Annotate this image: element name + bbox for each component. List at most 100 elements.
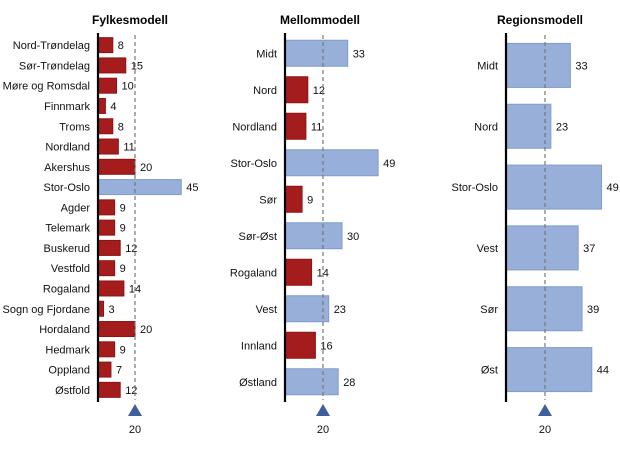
value-label: 16 <box>320 340 332 352</box>
category-label: Buskerud <box>44 243 90 255</box>
category-label: Agder <box>61 202 91 214</box>
category-label: Sør <box>259 194 277 206</box>
panel-title: Regionsmodell <box>497 13 583 27</box>
bar <box>97 138 119 155</box>
category-label: Vestfold <box>51 263 90 275</box>
category-label: Nord <box>474 121 498 133</box>
value-label: 9 <box>120 223 126 235</box>
bar <box>505 347 593 393</box>
category-label: Stor-Oslo <box>231 158 277 170</box>
value-label: 9 <box>120 202 126 214</box>
bar <box>284 39 349 67</box>
value-label: 12 <box>313 85 325 97</box>
bar <box>505 225 579 271</box>
reference-marker-icon <box>538 404 552 416</box>
panel-fylkesmodell: Fylkesmodell Nord-Trøndelag 8 Sør-Trøndelag… <box>3 13 199 436</box>
value-label: 28 <box>343 377 355 389</box>
value-label: 11 <box>311 121 322 133</box>
value-label: 44 <box>597 365 609 377</box>
category-label: Nord <box>253 85 277 97</box>
value-label: 15 <box>131 60 143 72</box>
value-label: 37 <box>583 243 595 255</box>
reference-marker-icon <box>128 404 142 416</box>
category-label: Finnmark <box>44 101 90 113</box>
bar <box>284 76 309 104</box>
bar <box>97 37 114 54</box>
bar <box>97 361 112 378</box>
bar <box>284 222 343 250</box>
category-label: Troms <box>59 121 90 133</box>
category-label: Hordaland <box>39 324 90 336</box>
bar <box>284 185 303 213</box>
value-label: 39 <box>587 304 599 316</box>
category-label: Nordland <box>232 121 277 133</box>
category-label: Midt <box>256 48 277 60</box>
bar <box>505 42 571 88</box>
value-label: 33 <box>353 48 365 60</box>
panel-mellommodell: Mellommodell Midt 33 Nord 12 Nordland 11 Stor-O… <box>230 13 395 436</box>
category-label: Oppland <box>48 365 90 377</box>
bar <box>97 341 116 358</box>
value-label: 9 <box>307 194 313 206</box>
panel-regionsmodell: Regionsmodell Midt 33 Nord 23 Stor-Oslo 49 Vest… <box>452 13 619 436</box>
bar <box>97 260 116 277</box>
bar <box>284 149 379 177</box>
category-label: Møre og Romsdal <box>3 81 90 93</box>
bar <box>505 103 552 149</box>
bar <box>97 199 116 216</box>
value-label: 20 <box>140 162 152 174</box>
category-label: Østfold <box>55 385 90 397</box>
bar <box>505 286 583 332</box>
bar <box>284 258 313 286</box>
reference-label: 20 <box>129 424 141 436</box>
category-label: Sør-Øst <box>239 231 278 243</box>
panel-title: Mellommodell <box>280 13 360 27</box>
panel-title: Fylkesmodell <box>92 13 168 27</box>
value-label: 8 <box>118 40 124 52</box>
category-label: Vest <box>477 243 498 255</box>
category-label: Midt <box>477 60 498 72</box>
value-label: 45 <box>186 182 198 194</box>
value-label: 23 <box>334 304 346 316</box>
bar <box>97 239 121 256</box>
value-label: 12 <box>125 385 137 397</box>
bar <box>97 158 136 175</box>
value-label: 30 <box>347 231 359 243</box>
category-label: Sør-Trøndelag <box>19 60 90 72</box>
value-label: 8 <box>118 121 124 133</box>
category-label: Rogaland <box>43 283 90 295</box>
bar <box>97 57 127 74</box>
bar <box>505 164 603 210</box>
value-label: 7 <box>116 365 122 377</box>
bar <box>284 368 339 396</box>
category-label: Nordland <box>45 142 90 154</box>
reference-label: 20 <box>539 424 551 436</box>
value-label: 49 <box>607 182 619 194</box>
bar <box>97 97 106 114</box>
reference-marker-icon <box>316 404 330 416</box>
bar <box>97 280 125 297</box>
reference-label: 20 <box>317 424 329 436</box>
value-label: 11 <box>123 142 134 154</box>
value-label: 10 <box>122 81 134 93</box>
value-label: 33 <box>575 60 587 72</box>
value-label: 49 <box>383 158 395 170</box>
bar <box>97 381 121 398</box>
category-label: Rogaland <box>230 267 277 279</box>
bar <box>284 295 330 323</box>
value-label: 23 <box>556 121 568 133</box>
value-label: 4 <box>110 101 116 113</box>
category-label: Akershus <box>44 162 90 174</box>
category-label: Vest <box>256 304 277 316</box>
value-label: 3 <box>109 304 115 316</box>
category-label: Stor-Oslo <box>44 182 90 194</box>
category-label: Sør <box>480 304 498 316</box>
category-label: Sogn og Fjordane <box>3 304 90 316</box>
bar <box>97 77 117 94</box>
category-label: Hedmark <box>45 344 90 356</box>
value-label: 9 <box>120 344 126 356</box>
bar <box>284 331 316 359</box>
bar <box>284 112 307 140</box>
category-label: Stor-Oslo <box>452 182 498 194</box>
